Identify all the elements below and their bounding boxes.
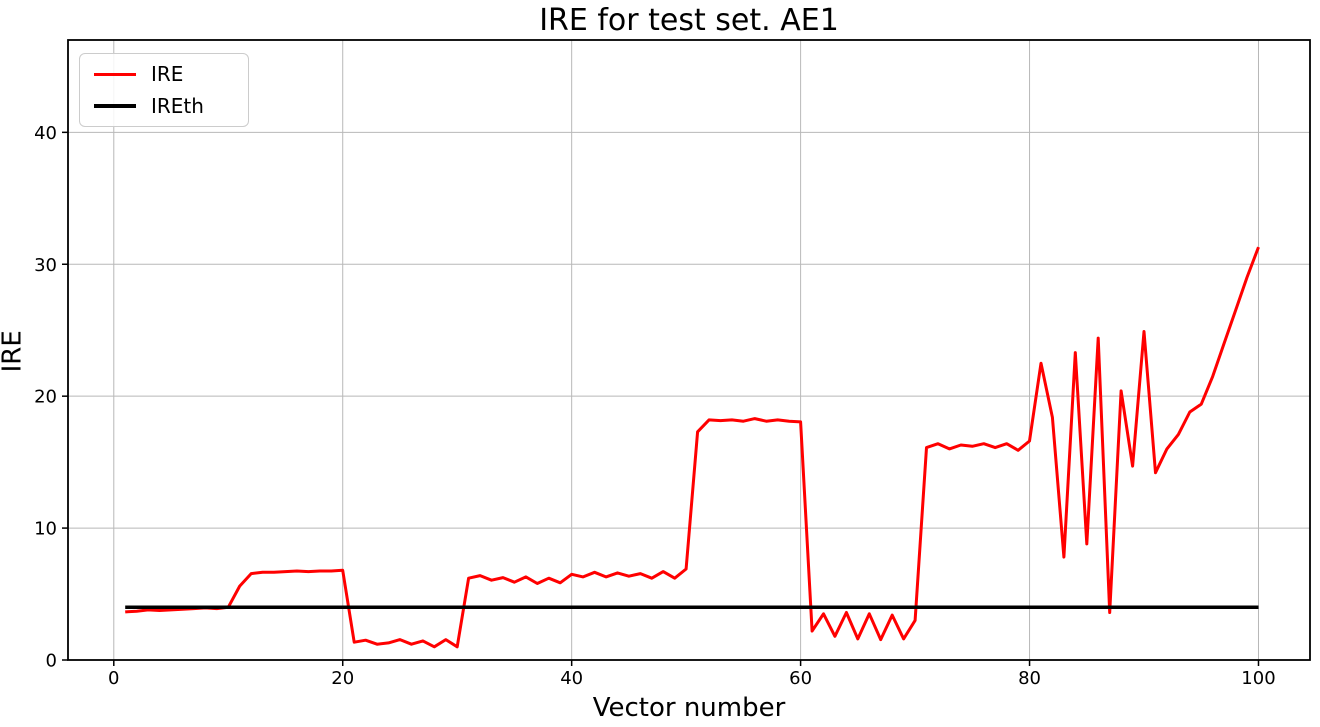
ire-line-swatch	[94, 72, 136, 76]
x-axis-label: Vector number	[592, 693, 786, 723]
x-tick-label: 0	[108, 668, 119, 689]
ire-line	[125, 246, 1260, 649]
y-tick-label: 40	[34, 123, 57, 144]
x-tick-label: 80	[1018, 668, 1041, 689]
legend-item-ire: IRE	[94, 64, 234, 84]
legend-item-ireth: IREth	[94, 96, 234, 116]
y-tick-label: 10	[34, 519, 57, 540]
x-tick-label: 40	[560, 668, 583, 689]
y-tick-label: 30	[34, 255, 57, 276]
x-tick-label: 100	[1241, 668, 1275, 689]
y-axis-label: IRE	[0, 330, 28, 373]
legend: IRE IREth	[79, 53, 249, 127]
x-tick-label: 60	[789, 668, 812, 689]
x-tick-label: 20	[331, 668, 354, 689]
y-tick-label: 0	[46, 651, 57, 672]
y-tick-label: 20	[34, 387, 57, 408]
chart-title: IRE for test set. AE1	[539, 3, 839, 38]
axes-spines	[67, 39, 1311, 661]
legend-label-ireth: IREth	[151, 94, 204, 118]
ireth-line-swatch	[94, 104, 136, 108]
legend-label-ire: IRE	[151, 62, 184, 86]
